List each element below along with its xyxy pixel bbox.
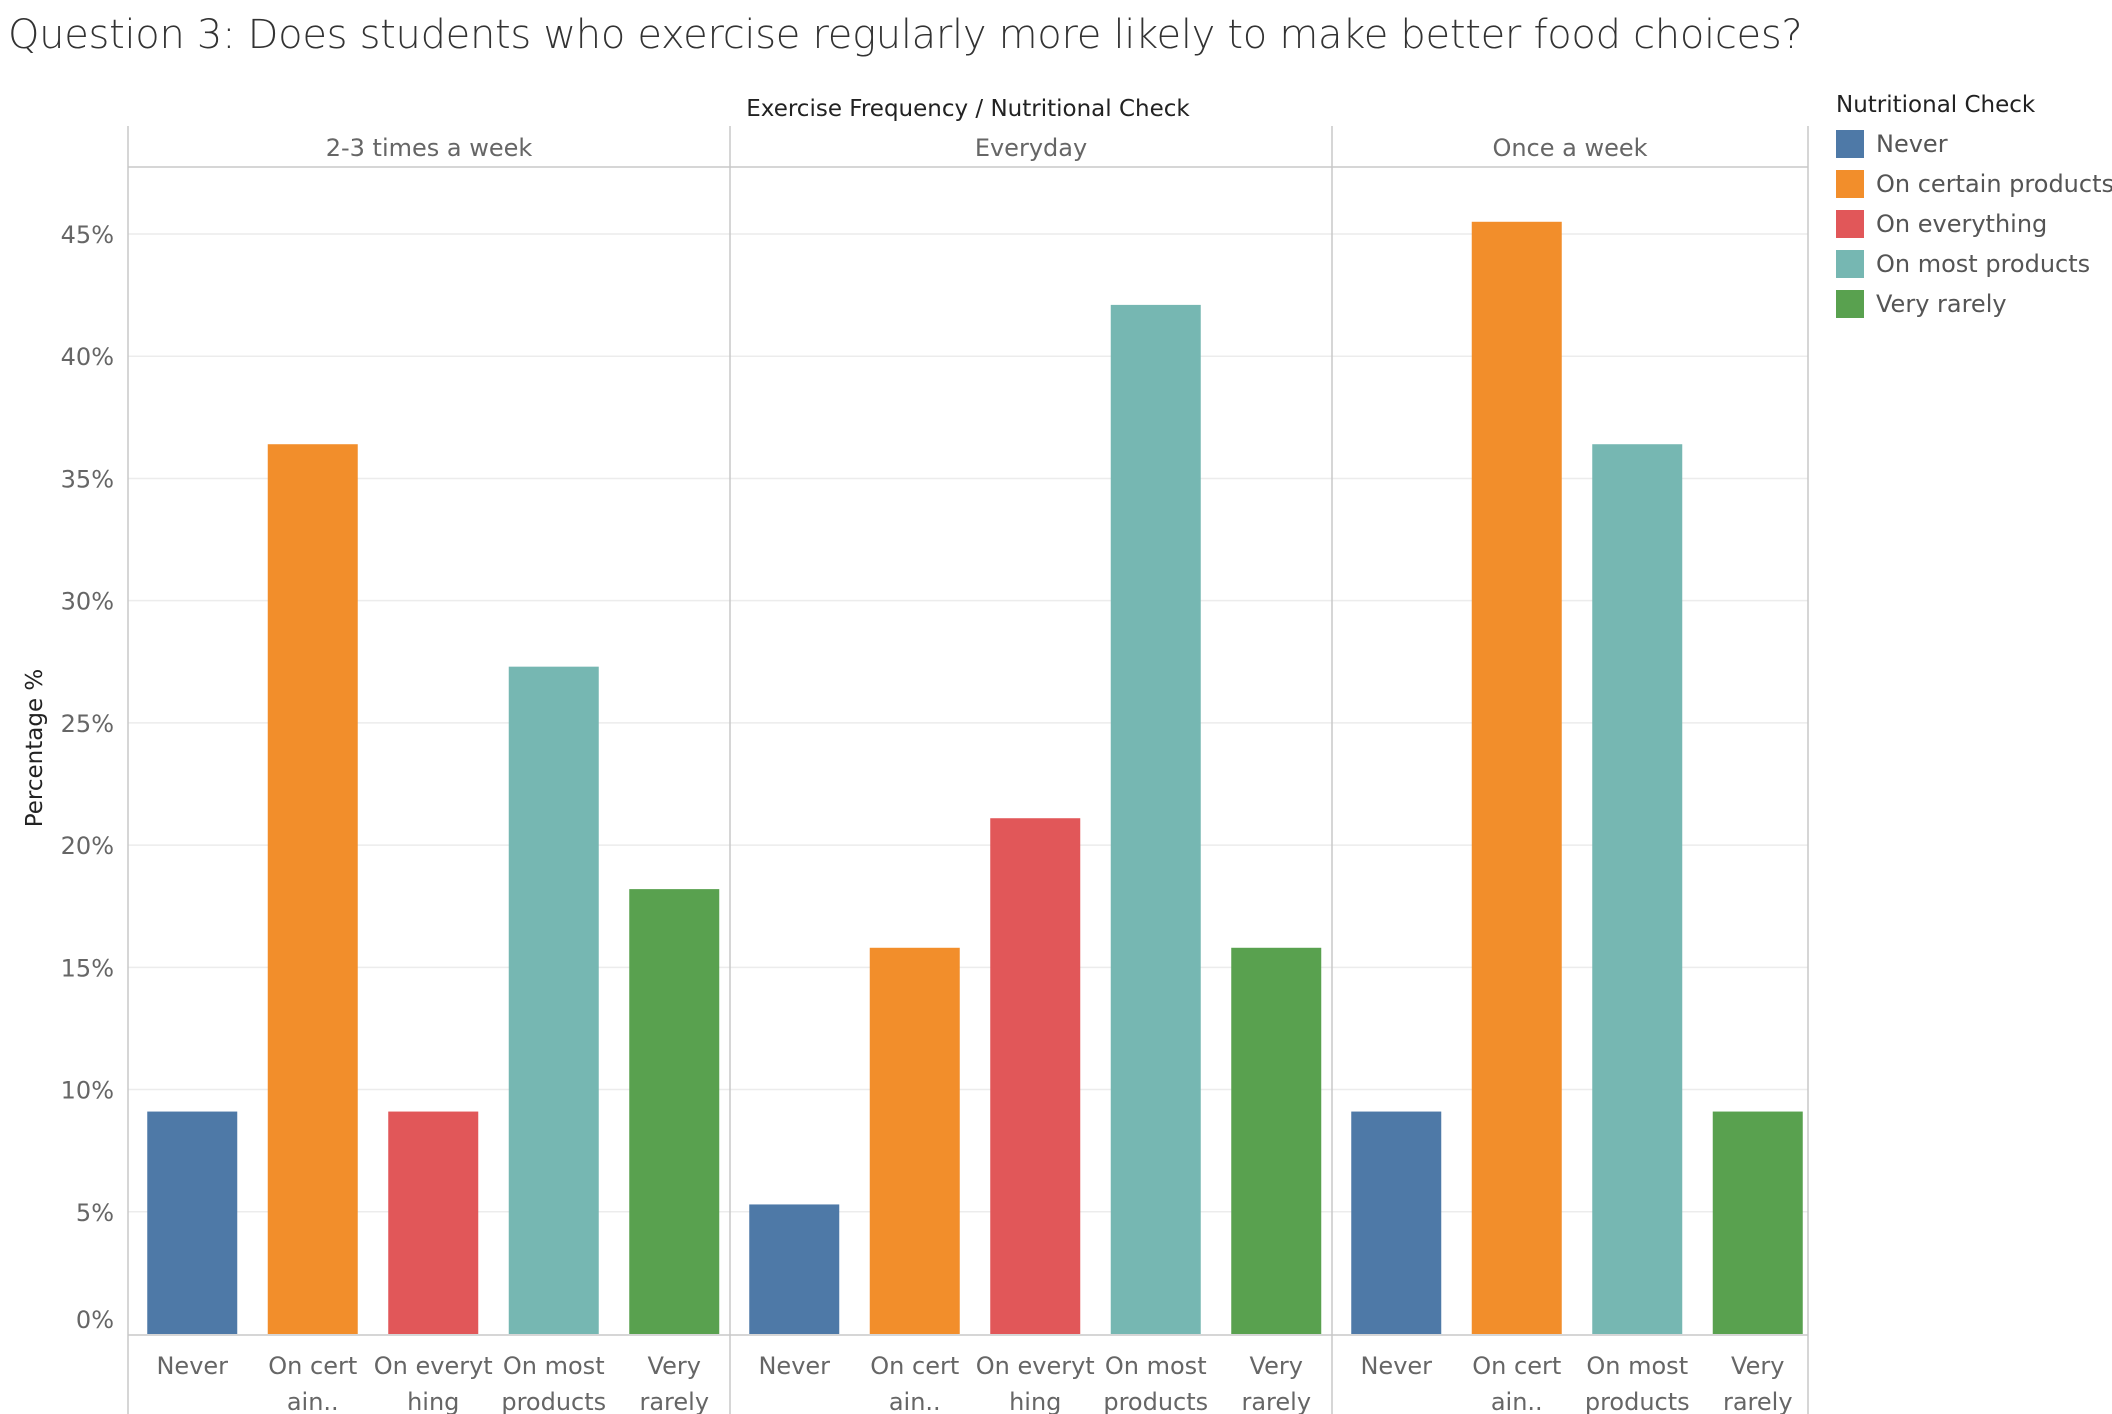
x-tick-label: On most	[1586, 1352, 1688, 1380]
bar-once-a-week-on-certain-products	[1471, 221, 1562, 1334]
panel-header-once-a-week: Once a week	[1492, 134, 1647, 162]
x-tick-label: hing	[407, 1388, 459, 1414]
x-tick-label: ain..	[287, 1388, 339, 1414]
x-tick-label: Very	[1731, 1352, 1784, 1380]
bar-2-3-times-a-week-very-rarely	[629, 889, 720, 1334]
x-tick-label: Never	[156, 1352, 228, 1380]
x-tick-label: products	[1103, 1388, 1208, 1414]
legend-title: Nutritional Check	[1836, 92, 2036, 118]
bar-once-a-week-on-most-products	[1592, 444, 1683, 1334]
bar-everyday-very-rarely	[1231, 947, 1322, 1334]
x-tick-label: rarely	[1241, 1388, 1311, 1414]
x-tick-label: On everyt	[374, 1352, 493, 1380]
legend-swatch	[1836, 130, 1864, 158]
y-tick-label: 25%	[61, 710, 114, 738]
bars	[147, 221, 1803, 1334]
bar-once-a-week-very-rarely	[1712, 1111, 1803, 1334]
legend-swatch	[1836, 210, 1864, 238]
y-tick-label: 30%	[61, 588, 114, 616]
y-tick-label: 20%	[61, 832, 114, 860]
panel-header-everyday: Everyday	[975, 134, 1087, 162]
legend-item-on-everything[interactable]: On everything	[1836, 204, 2106, 244]
bar-everyday-on-certain-products	[869, 947, 960, 1334]
bar-everyday-on-everything	[990, 818, 1081, 1334]
y-tick-label: 5%	[76, 1199, 114, 1227]
bar-2-3-times-a-week-never	[147, 1111, 238, 1334]
y-tick-label: 15%	[61, 954, 114, 982]
legend-label: On everything	[1876, 210, 2048, 238]
x-tick-label: hing	[1009, 1388, 1061, 1414]
bar-once-a-week-never	[1351, 1111, 1442, 1334]
bar-2-3-times-a-week-on-certain-products	[267, 444, 358, 1334]
legend-items: Never On certain products On everything On …	[1836, 124, 2112, 324]
x-tick-label: Never	[1360, 1352, 1432, 1380]
legend-item-very-rarely[interactable]: Very rarely	[1836, 284, 2106, 324]
legend: Nutritional Check Never On certain produc…	[1836, 92, 2112, 324]
legend-swatch	[1836, 170, 1864, 198]
y-tick-label: 35%	[61, 465, 114, 493]
y-axis-label: Percentage %	[22, 669, 48, 828]
x-tick-label: ain..	[1491, 1388, 1543, 1414]
x-tick-label: On cert	[268, 1352, 357, 1380]
panel-headers: 2-3 times a week Everyday Once a week	[326, 134, 1648, 162]
panel-header-2-3-times-a-week: 2-3 times a week	[326, 134, 533, 162]
chart-title: Question 3: Does students who exercise r…	[8, 12, 1803, 58]
x-tick-label: On cert	[870, 1352, 959, 1380]
legend-label: On most products	[1876, 250, 2091, 278]
y-axis: 0% 5% 10% 15% 20% 25% 30% 35% 40% 45%	[61, 221, 114, 1334]
legend-item-on-certain-products[interactable]: On certain products	[1836, 164, 2112, 204]
legend-item-on-most-products[interactable]: On most products	[1836, 244, 2106, 284]
x-tick-label: rarely	[639, 1388, 709, 1414]
legend-label: Very rarely	[1876, 290, 2007, 318]
x-tick-label: On everyt	[976, 1352, 1095, 1380]
x-tick-label: Very	[648, 1352, 701, 1380]
legend-label: Never	[1876, 130, 1948, 158]
legend-item-never[interactable]: Never	[1836, 124, 2106, 164]
x-tick-label: Very	[1250, 1352, 1303, 1380]
panel-frame	[127, 126, 1809, 1414]
bar-2-3-times-a-week-on-most-products	[508, 666, 599, 1334]
y-tick-label: 10%	[61, 1077, 114, 1105]
x-tick-label: On cert	[1472, 1352, 1561, 1380]
x-axis-labels: Never On cert ain.. On everyt hing On most pro…	[156, 1352, 1792, 1414]
x-tick-label: products	[501, 1388, 606, 1414]
bar-everyday-on-most-products	[1110, 304, 1201, 1334]
y-tick-label: 45%	[61, 221, 114, 249]
y-tick-label: 40%	[61, 343, 114, 371]
legend-swatch	[1836, 250, 1864, 278]
x-tick-label: ain..	[889, 1388, 941, 1414]
bar-everyday-never	[749, 1204, 840, 1334]
legend-swatch	[1836, 290, 1864, 318]
y-tick-label: 0%	[76, 1306, 114, 1334]
x-tick-label: products	[1585, 1388, 1690, 1414]
x-tick-label: On most	[1105, 1352, 1207, 1380]
legend-label: On certain products	[1876, 170, 2112, 198]
x-tick-label: rarely	[1723, 1388, 1793, 1414]
x-tick-label: On most	[503, 1352, 605, 1380]
column-header: Exercise Frequency / Nutritional Check	[746, 96, 1190, 122]
bar-2-3-times-a-week-on-everything	[388, 1111, 479, 1334]
x-tick-label: Never	[758, 1352, 830, 1380]
